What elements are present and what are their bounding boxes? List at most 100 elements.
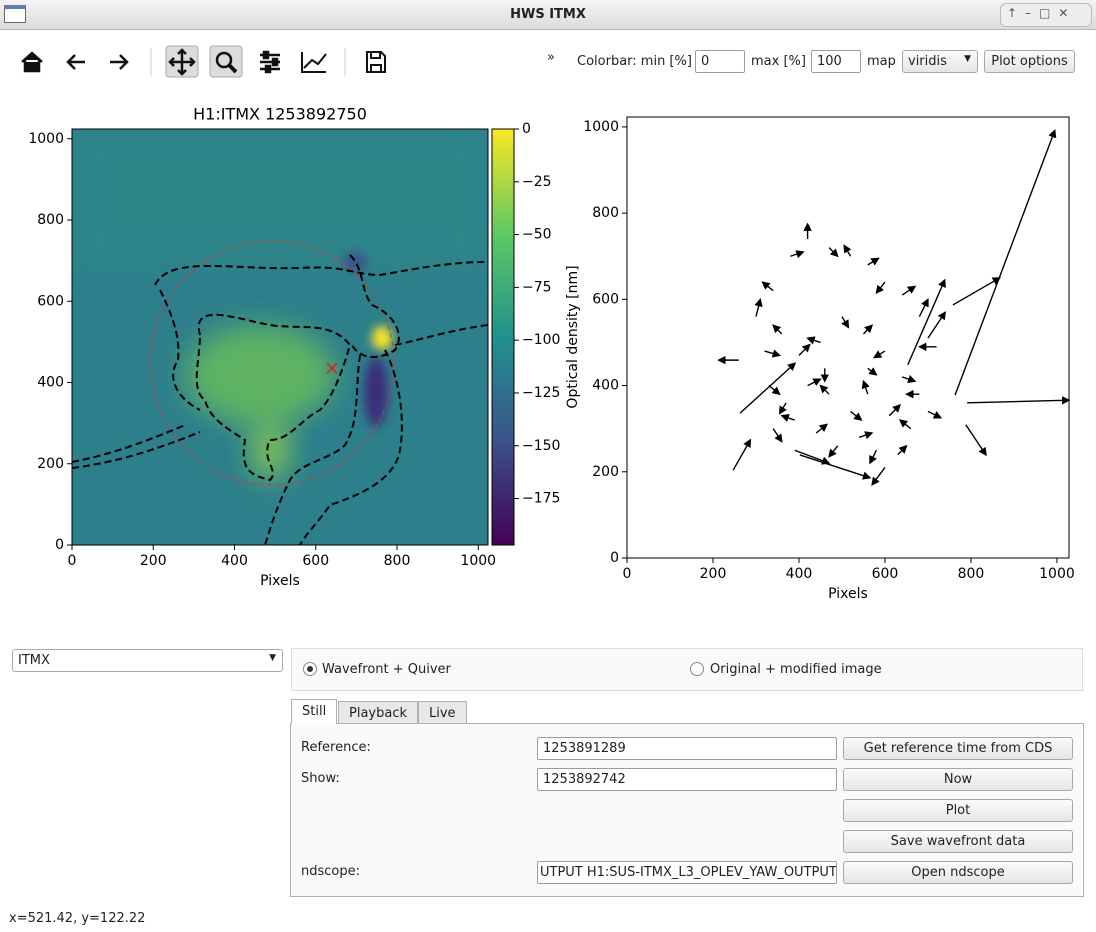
x-tick-label: 1000: [1039, 566, 1075, 582]
show-label: Show:: [301, 771, 340, 786]
quiver-arrow: [850, 410, 863, 421]
map-select[interactable]: viridis ▼: [902, 50, 978, 73]
tab-panel: Reference: 1253891289 Get reference time…: [290, 723, 1084, 897]
quiver-arrow: [952, 277, 1001, 306]
x-tick-label: 800: [384, 553, 411, 569]
ndscope-label: ndscope:: [301, 864, 360, 879]
x-axis-label: Pixels: [828, 586, 868, 602]
quiver-arrow: [862, 324, 874, 335]
status-bar: x=521.42, y=122.22: [9, 911, 146, 926]
title-bar: HWS ITMX ↑–□✕: [0, 0, 1096, 30]
mode-option[interactable]: Wavefront + Quiver: [322, 662, 451, 677]
y-tick-label: 200: [592, 464, 619, 480]
save-button[interactable]: Save wavefront data: [843, 830, 1073, 853]
quiver-arrow: [807, 378, 822, 387]
heatmap-image: [72, 129, 488, 545]
quiver-arrow: [965, 424, 987, 457]
quiver-arrow: [843, 244, 852, 257]
radio-button[interactable]: [303, 662, 317, 676]
quiver-arrow: [888, 403, 902, 417]
y-tick-label: 0: [55, 537, 64, 553]
quiver-arrow: [772, 428, 783, 443]
map-label: map: [867, 54, 896, 69]
y-tick-label: 400: [37, 375, 64, 391]
x-tick-label: 1000: [460, 553, 496, 569]
x-tick-label: 0: [623, 566, 632, 582]
quiver-arrow: [867, 257, 880, 266]
quiver-arrow: [898, 419, 912, 430]
now-button[interactable]: Now: [843, 768, 1073, 791]
map-value: viridis: [908, 54, 947, 69]
colorbar-tick-label: −50: [522, 227, 552, 243]
colorbar: [491, 128, 515, 546]
mode-group: Wavefront + Quiver Original + modified i…: [291, 648, 1083, 691]
quiver-arrow: [761, 281, 774, 292]
quiver-arrow: [869, 449, 878, 465]
quiver-arrow: [790, 250, 805, 259]
colorbar-tick-label: −100: [522, 332, 560, 348]
quiver-arrow: [806, 336, 821, 345]
quiver-arrow: [858, 431, 874, 440]
colorbar-tick-label: −75: [522, 279, 552, 295]
quiver-arrow: [815, 423, 829, 434]
show-input[interactable]: 1253892742: [537, 768, 837, 791]
x-tick-label: 0: [68, 553, 77, 569]
ndscope-input[interactable]: UTPUT H1:SUS-ITMX_L3_OPLEV_YAW_OUTPUT: [537, 861, 837, 884]
colorbar-tick-label: 0: [522, 121, 531, 137]
y-tick-label: 1000: [583, 119, 619, 135]
tab[interactable]: Still: [291, 699, 338, 724]
quiver-arrow: [819, 384, 830, 395]
y-tick-label: 800: [37, 212, 64, 228]
y-tick-label: 1000: [28, 131, 64, 147]
tab[interactable]: Live: [418, 701, 467, 726]
quiver-arrow: [828, 445, 839, 458]
colorbar-tick-label: −150: [522, 438, 560, 454]
y-tick-label: 400: [592, 378, 619, 394]
optic-select[interactable]: ITMX ▼: [12, 649, 283, 672]
quiver-arrow: [732, 438, 752, 471]
quiver-arrow: [799, 454, 872, 480]
quiver-arrow: [927, 311, 946, 339]
figure: 0 200 400 600 800 100002004006008001000Pixels…: [21, 45, 1075, 602]
window-controls[interactable]: ↑–□✕: [1000, 3, 1092, 27]
colorbar-min-label: Colorbar: min [%]: [577, 54, 692, 69]
toolbar-overflow[interactable]: »: [547, 50, 555, 65]
plot-button[interactable]: Plot: [843, 799, 1073, 822]
window-title: HWS ITMX: [510, 7, 586, 22]
ndscope-button[interactable]: Open ndscope: [843, 861, 1073, 884]
colorbar-max-input[interactable]: 100: [811, 50, 861, 73]
quiver-arrow: [901, 285, 917, 296]
tab[interactable]: Playback: [338, 701, 419, 726]
plot-options-button[interactable]: Plot options: [984, 50, 1075, 73]
x-axis-label: Pixels: [260, 573, 300, 589]
chart-title: H1:ITMX 1253892750: [193, 105, 367, 124]
quiver-arrow: [778, 402, 787, 415]
y-tick-label: 200: [37, 456, 64, 472]
quiver-arrow: [873, 350, 886, 359]
reference-input[interactable]: 1253891289: [537, 737, 837, 760]
quiver-arrow: [867, 367, 878, 376]
quiver-arrow: [841, 316, 850, 329]
app-icon: [4, 5, 26, 23]
x-tick-label: 600: [302, 553, 329, 569]
reference-button[interactable]: Get reference time from CDS: [843, 737, 1073, 760]
y-tick-label: 0: [610, 550, 619, 566]
marker: [326, 362, 338, 374]
mode-option[interactable]: Original + modified image: [710, 662, 882, 677]
colorbar-tick-label: −125: [522, 385, 560, 401]
reference-label: Reference:: [301, 740, 371, 755]
quiver-arrow: [768, 385, 781, 396]
plot-frame: [626, 116, 1070, 559]
quiver-arrow: [897, 444, 908, 456]
radio-button[interactable]: [690, 662, 704, 676]
quiver-arrow: [901, 375, 917, 384]
colorbar-max-label: max [%]: [751, 54, 806, 69]
x-tick-label: 800: [958, 566, 985, 582]
quiver-arrow: [794, 449, 831, 465]
x-tick-label: 200: [140, 553, 167, 569]
colorbar-min-input[interactable]: 0: [695, 50, 745, 73]
x-tick-label: 400: [786, 566, 813, 582]
quiver-arrow: [907, 278, 946, 366]
quiver-arrow: [954, 129, 1057, 396]
